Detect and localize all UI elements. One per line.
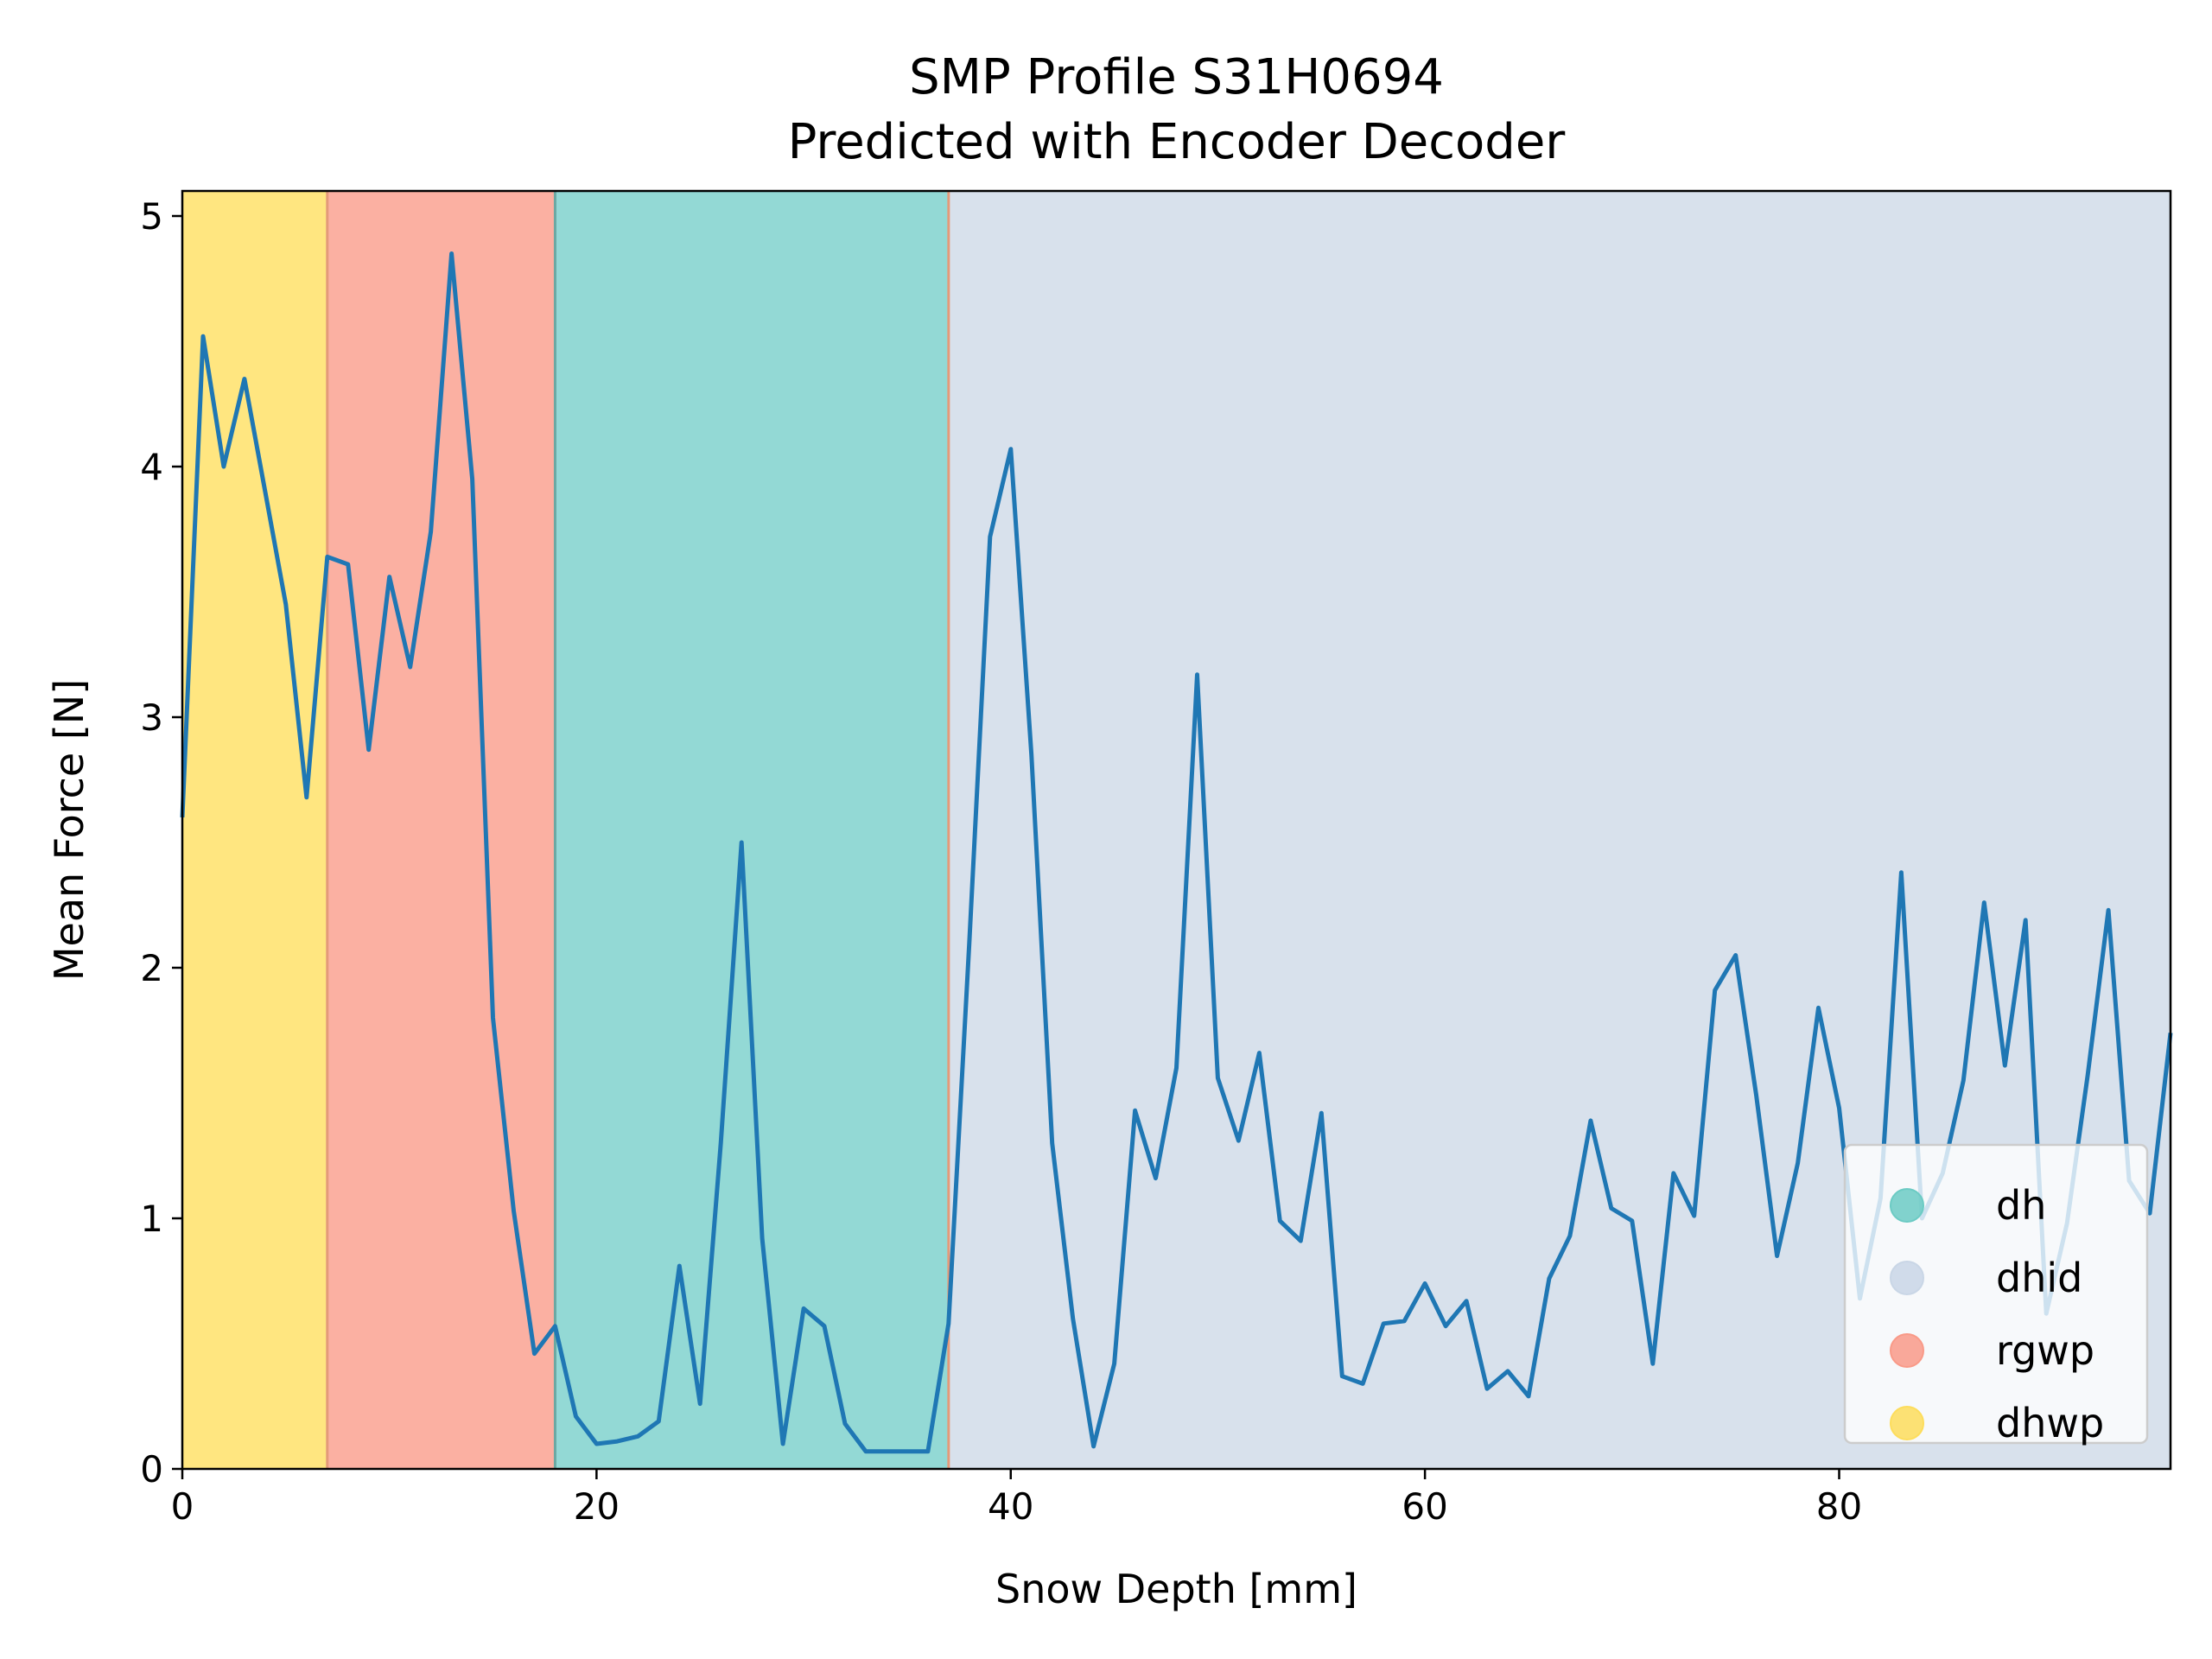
band-dhwp bbox=[182, 191, 327, 1469]
y-axis-label: Mean Force [N] bbox=[46, 679, 92, 981]
y-tick-label: 2 bbox=[140, 947, 163, 989]
legend-label-rgwp: rgwp bbox=[1996, 1327, 2094, 1374]
chart-subtitle: Predicted with Encoder Decoder bbox=[788, 114, 1567, 170]
x-tick-label: 80 bbox=[1816, 1485, 1862, 1528]
y-tick-label: 5 bbox=[140, 195, 163, 238]
y-tick-label: 0 bbox=[140, 1448, 163, 1491]
x-tick-label: 0 bbox=[171, 1485, 194, 1528]
legend-label-dhid: dhid bbox=[1996, 1255, 2082, 1301]
legend-label-dhwp: dhwp bbox=[1996, 1400, 2104, 1446]
x-tick-label: 20 bbox=[574, 1485, 620, 1528]
y-tick-label: 4 bbox=[140, 446, 163, 488]
plot-frame bbox=[181, 189, 2172, 1471]
series-line-0 bbox=[180, 251, 2173, 1454]
x-tick-label: 40 bbox=[988, 1485, 1033, 1528]
legend-marker-dhwp bbox=[1890, 1406, 1924, 1440]
band-dh bbox=[555, 191, 949, 1469]
y-tick-label: 3 bbox=[140, 696, 163, 739]
legend-marker-dhid bbox=[1890, 1261, 1924, 1295]
legend: dh dhid rgwp dhwp bbox=[1843, 1143, 2149, 1446]
data-line-group bbox=[180, 251, 2173, 1454]
y-tick-label: 1 bbox=[140, 1198, 163, 1240]
legend-marker-dh bbox=[1890, 1188, 1924, 1223]
legend-box bbox=[1843, 1143, 2149, 1445]
x-tick-label: 60 bbox=[1402, 1485, 1447, 1528]
legend-label-dh: dh bbox=[1996, 1182, 2046, 1229]
x-axis-label: Snow Depth [mm] bbox=[995, 1566, 1357, 1612]
legend-marker-rgwp bbox=[1890, 1333, 1924, 1368]
axes: 0 20 40 60 80 0 1 2 3 4 5 bbox=[140, 189, 2172, 1528]
chart-title: SMP Profile S31H0694 bbox=[909, 49, 1444, 105]
